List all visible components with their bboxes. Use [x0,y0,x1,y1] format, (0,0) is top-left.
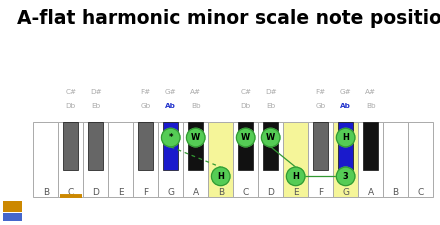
Text: G#: G# [340,89,352,95]
Bar [133,122,158,197]
Bar [233,122,258,197]
Bar [33,122,58,197]
Text: *: * [169,133,173,142]
Bar [258,122,283,197]
Text: D#: D# [265,89,277,95]
Text: D#: D# [90,89,102,95]
Bar [3,213,22,220]
Text: A: A [367,188,374,197]
Text: E: E [293,188,298,197]
Text: B: B [43,188,49,197]
Text: A-flat harmonic minor scale note positions: A-flat harmonic minor scale note positio… [17,9,440,28]
Bar [308,122,333,197]
Text: W: W [241,133,250,142]
Text: B: B [218,188,224,197]
Text: E: E [118,188,124,197]
Text: A#: A# [365,89,376,95]
Text: W: W [266,133,275,142]
Bar [63,122,78,170]
Bar [238,122,253,170]
Text: A: A [193,188,199,197]
Text: Bb: Bb [366,103,375,109]
Text: H: H [342,133,349,142]
Text: F#: F# [141,89,151,95]
Bar [158,122,183,197]
Bar [83,122,108,197]
Circle shape [236,128,255,147]
Text: C: C [242,188,249,197]
Bar [363,122,378,170]
Bar [358,122,383,197]
Circle shape [337,128,355,147]
Text: C#: C# [240,89,251,95]
Text: D: D [267,188,274,197]
Text: Db: Db [66,103,76,109]
Text: C: C [68,188,74,197]
Bar [163,122,178,170]
Bar [3,201,22,211]
Bar [88,122,103,170]
Bar [208,122,233,197]
Bar [188,122,203,170]
Text: Gb: Gb [315,103,326,109]
Text: basicmusictheory.com: basicmusictheory.com [11,72,16,131]
Bar [383,122,408,197]
Text: G: G [342,188,349,197]
Text: G: G [167,188,174,197]
Bar [58,122,83,197]
Circle shape [261,128,280,147]
Circle shape [187,128,205,147]
Text: H: H [217,172,224,181]
Text: F#: F# [315,89,326,95]
Text: Db: Db [241,103,251,109]
Text: Ab: Ab [340,103,351,109]
Bar [408,122,433,197]
Text: F: F [143,188,148,197]
Text: Ab: Ab [165,103,176,109]
Text: Eb: Eb [91,103,100,109]
Text: Eb: Eb [266,103,275,109]
Text: A#: A# [190,89,201,95]
Bar [338,122,353,170]
Bar [183,122,208,197]
Bar [108,122,133,197]
Text: W: W [191,133,200,142]
Bar [333,122,358,197]
Text: C#: C# [65,89,77,95]
Circle shape [212,167,230,186]
Text: C: C [418,188,424,197]
Circle shape [286,167,305,186]
Text: H: H [292,172,299,181]
Bar [313,122,328,170]
Circle shape [337,167,355,186]
Text: Bb: Bb [191,103,201,109]
Bar [138,122,153,170]
Text: Gb: Gb [141,103,151,109]
Bar [283,122,308,197]
Circle shape [161,128,180,147]
Text: F: F [318,188,323,197]
Text: G#: G# [165,89,176,95]
Text: B: B [392,188,399,197]
Bar [263,122,278,170]
Text: 3: 3 [343,172,348,181]
Text: D: D [92,188,99,197]
